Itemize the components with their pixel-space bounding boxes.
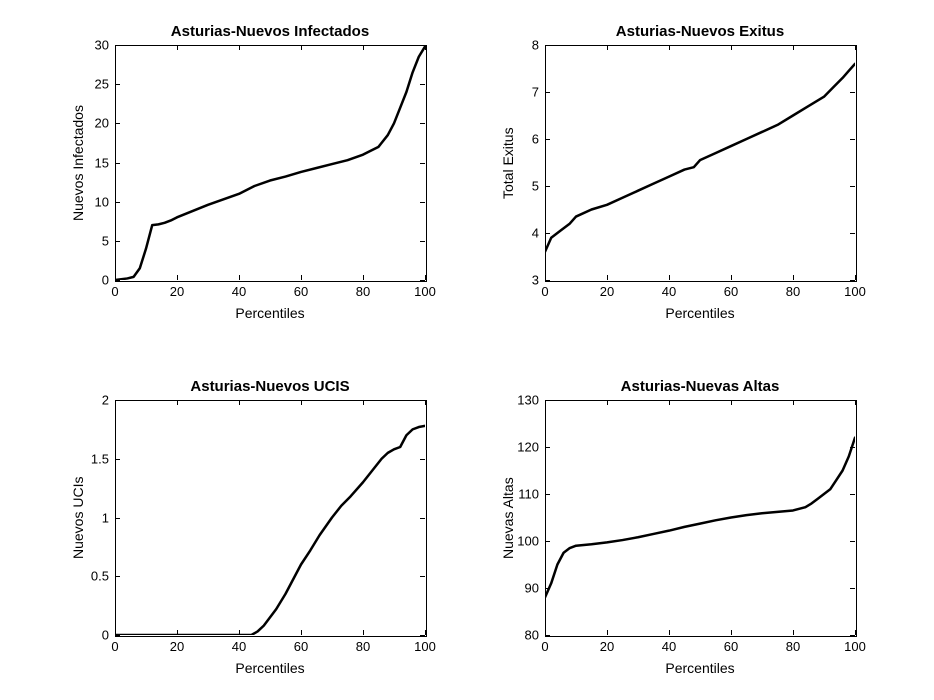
xtick-label: 0: [541, 639, 548, 654]
xtick-mark: [855, 45, 856, 50]
xlabel-ucis: Percentiles: [235, 660, 304, 676]
ylabel-exitus: Total Exitus: [500, 127, 516, 199]
ytick-label: 5: [102, 233, 109, 248]
title-exitus: Asturias-Nuevos Exitus: [616, 23, 784, 40]
ylabel-infectados: Nuevos Infectados: [70, 105, 86, 221]
xtick-label: 100: [414, 639, 436, 654]
xtick-mark: [425, 630, 426, 635]
xlabel-altas: Percentiles: [665, 660, 734, 676]
xtick-label: 20: [600, 284, 614, 299]
xlabel-infectados: Percentiles: [235, 305, 304, 321]
title-altas: Asturias-Nuevas Altas: [621, 378, 780, 395]
xtick-label: 100: [414, 284, 436, 299]
ytick-mark: [545, 280, 550, 281]
ytick-mark: [420, 280, 425, 281]
ytick-label: 120: [517, 440, 539, 455]
xtick-label: 100: [844, 284, 866, 299]
ytick-label: 130: [517, 393, 539, 408]
xtick-label: 40: [662, 284, 676, 299]
title-infectados: Asturias-Nuevos Infectados: [171, 23, 369, 40]
xtick-label: 40: [232, 284, 246, 299]
ytick-label: 6: [532, 132, 539, 147]
figure-container: Asturias-Nuevos Infectados Percentiles Nue…: [0, 0, 934, 700]
xtick-label: 20: [170, 284, 184, 299]
series-ucis: [115, 400, 425, 635]
series-exitus: [545, 45, 855, 280]
ytick-label: 5: [532, 179, 539, 194]
ylabel-ucis: Nuevos UCIs: [70, 476, 86, 558]
ytick-label: 2: [102, 393, 109, 408]
ytick-label: 100: [517, 534, 539, 549]
xtick-label: 0: [111, 284, 118, 299]
xtick-label: 100: [844, 639, 866, 654]
xtick-mark: [425, 275, 426, 280]
ytick-label: 7: [532, 85, 539, 100]
ytick-label: 0: [102, 628, 109, 643]
xtick-label: 20: [170, 639, 184, 654]
xtick-label: 80: [786, 639, 800, 654]
ytick-mark: [115, 280, 120, 281]
xtick-label: 60: [724, 639, 738, 654]
xtick-mark: [425, 45, 426, 50]
xtick-label: 80: [356, 639, 370, 654]
ytick-label: 1.5: [91, 451, 109, 466]
ytick-label: 15: [95, 155, 109, 170]
xtick-label: 20: [600, 639, 614, 654]
xtick-mark: [425, 400, 426, 405]
ytick-mark: [850, 280, 855, 281]
xtick-label: 40: [232, 639, 246, 654]
ytick-mark: [545, 635, 550, 636]
xtick-label: 40: [662, 639, 676, 654]
xtick-label: 0: [541, 284, 548, 299]
ytick-label: 0.5: [91, 569, 109, 584]
ytick-label: 8: [532, 38, 539, 53]
series-altas: [545, 400, 855, 635]
ytick-label: 110: [518, 487, 539, 502]
xtick-label: 60: [294, 639, 308, 654]
ytick-label: 0: [102, 273, 109, 288]
xtick-mark: [855, 630, 856, 635]
ytick-label: 20: [95, 116, 109, 131]
ytick-label: 1: [102, 510, 109, 525]
xtick-mark: [855, 400, 856, 405]
ytick-label: 3: [532, 273, 539, 288]
xtick-label: 80: [786, 284, 800, 299]
series-infectados: [115, 45, 425, 280]
xlabel-exitus: Percentiles: [665, 305, 734, 321]
xtick-label: 60: [724, 284, 738, 299]
ytick-label: 10: [95, 194, 109, 209]
ytick-label: 25: [95, 77, 109, 92]
ylabel-altas: Nuevas Altas: [500, 477, 516, 559]
xtick-label: 80: [356, 284, 370, 299]
ytick-mark: [115, 635, 120, 636]
ytick-label: 80: [525, 628, 539, 643]
xtick-label: 0: [111, 639, 118, 654]
ytick-mark: [850, 635, 855, 636]
ytick-mark: [420, 635, 425, 636]
title-ucis: Asturias-Nuevos UCIS: [190, 378, 349, 395]
ytick-label: 4: [532, 226, 539, 241]
xtick-label: 60: [294, 284, 308, 299]
xtick-mark: [855, 275, 856, 280]
ytick-label: 90: [525, 581, 539, 596]
ytick-label: 30: [95, 38, 109, 53]
